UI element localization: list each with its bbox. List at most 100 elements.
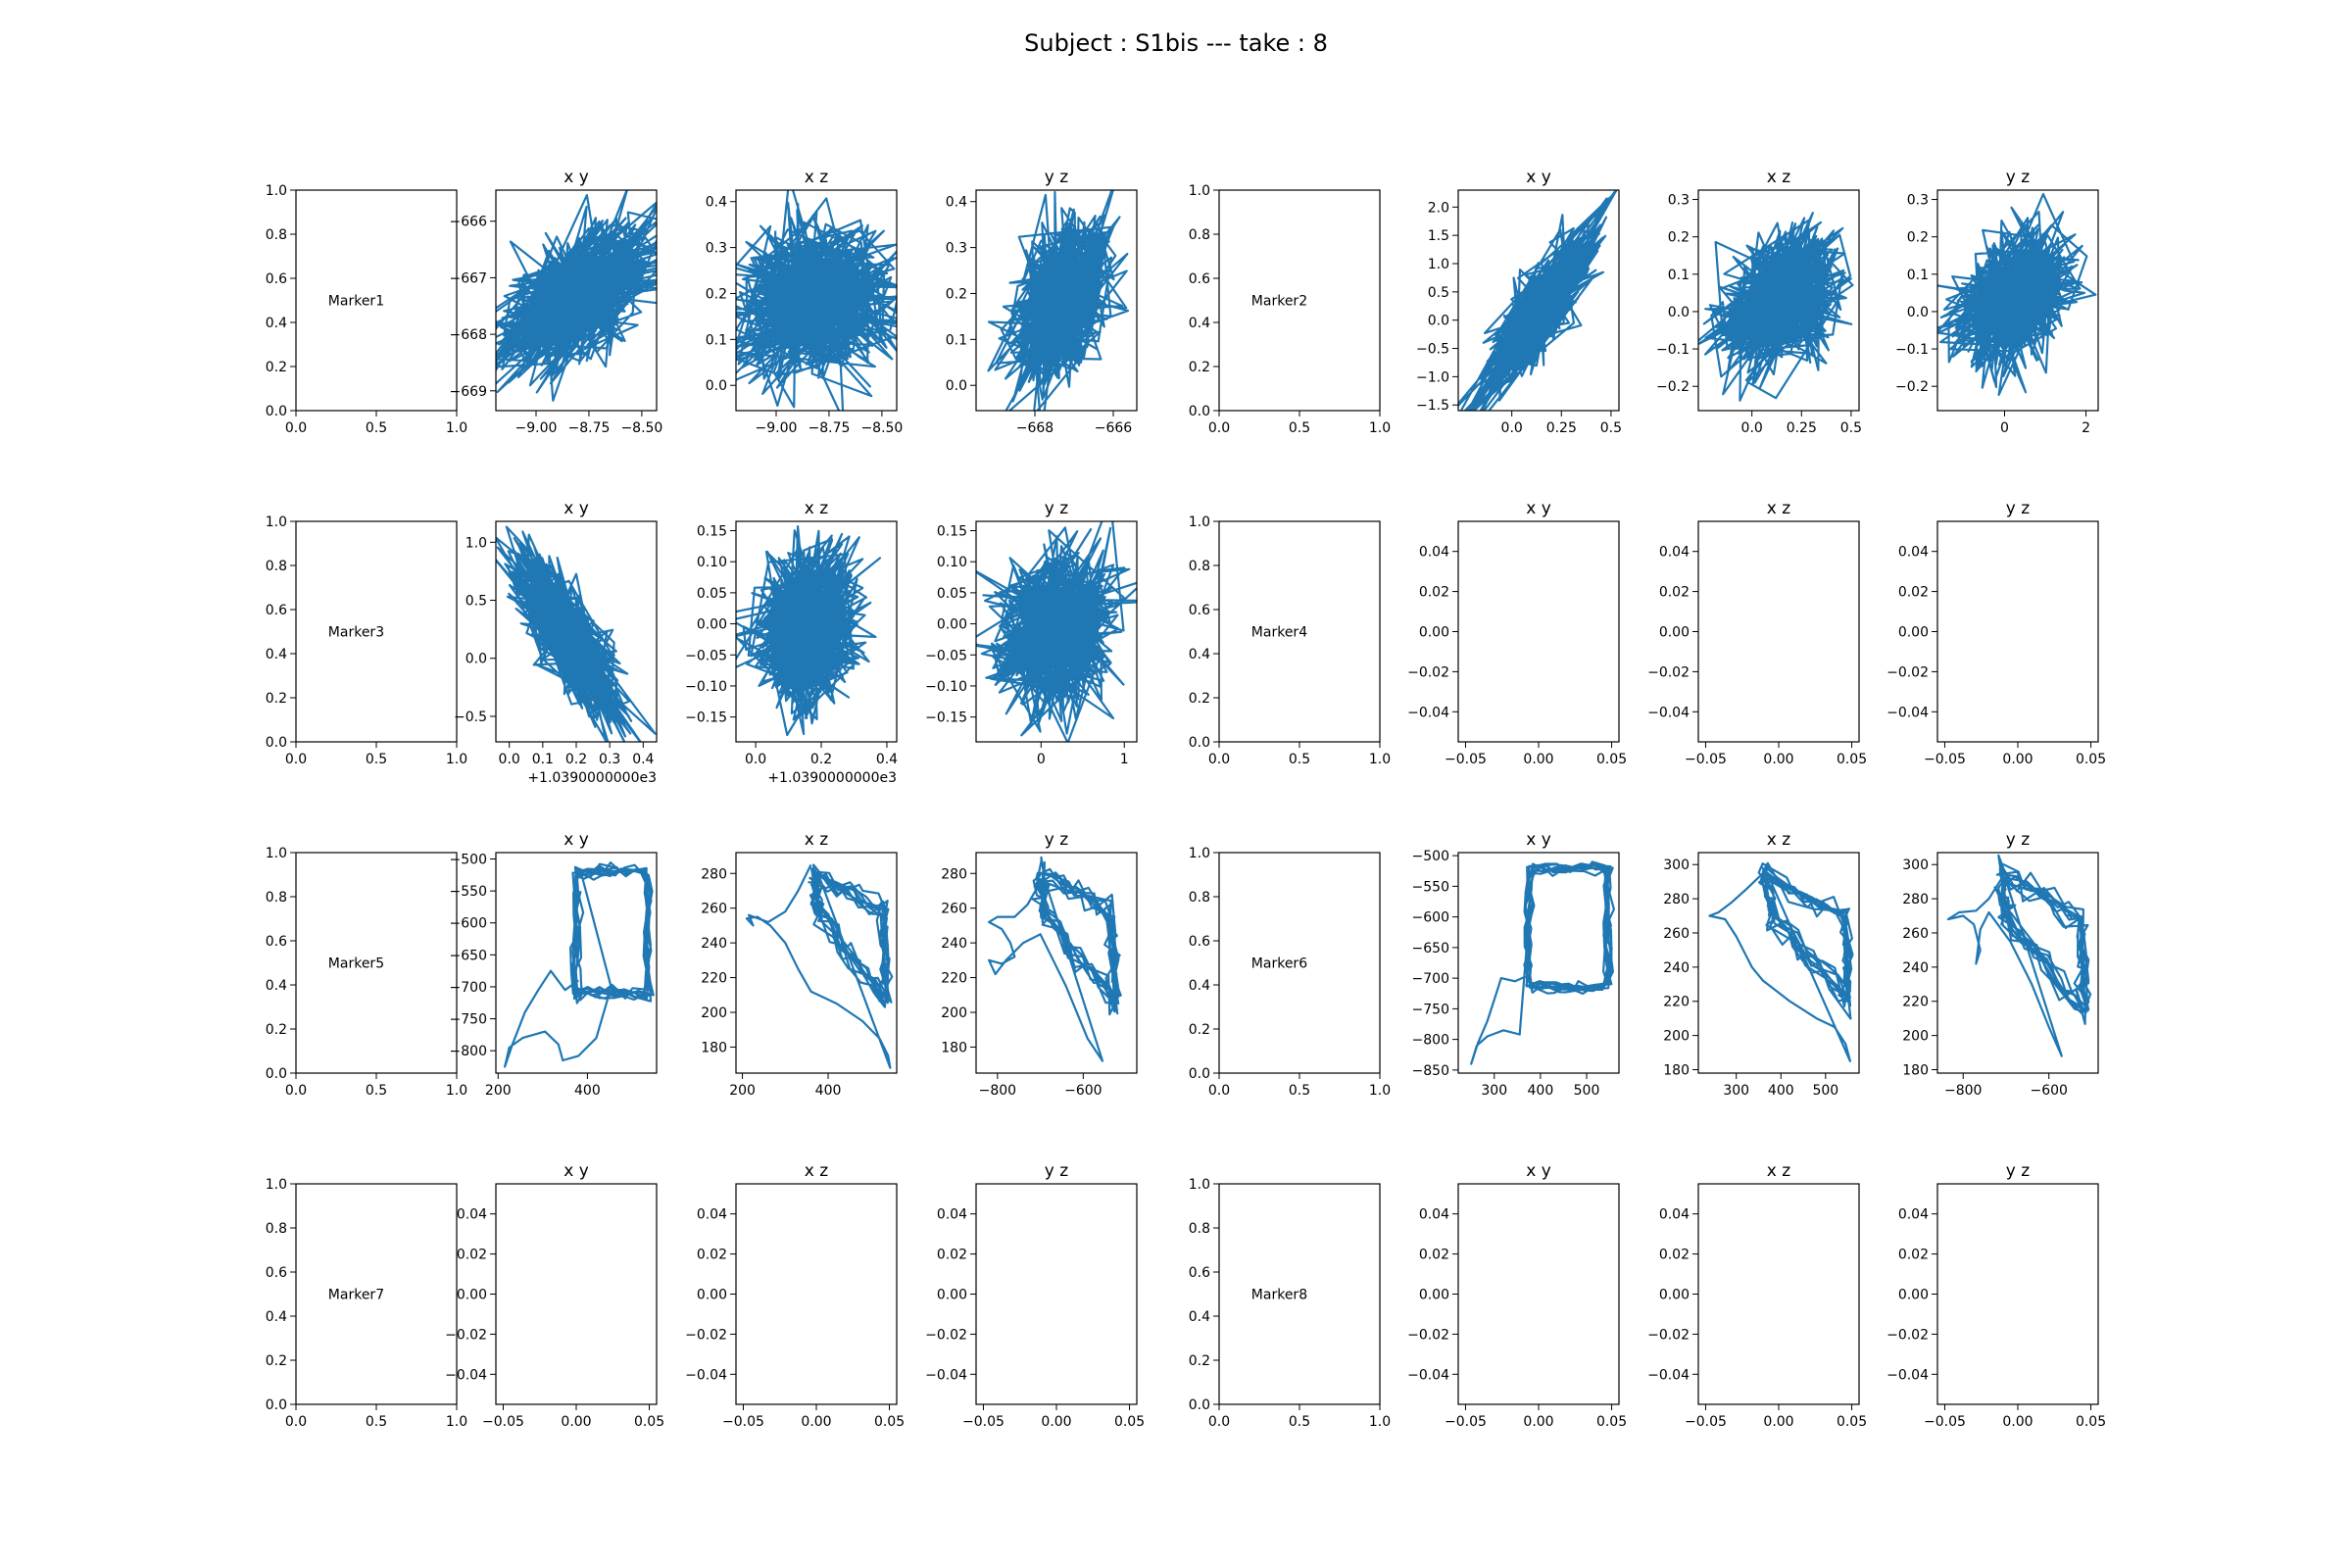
- subplot-title: x y: [564, 830, 589, 850]
- y-tick-label: 0.2: [1189, 691, 1210, 707]
- y-tick-label: 1.0: [1428, 257, 1449, 272]
- y-tick-label: −0.5: [1416, 342, 1449, 358]
- y-tick-label: 220: [941, 971, 967, 987]
- x-tick-label: 500: [1812, 1083, 1838, 1099]
- y-tick-label: 0.3: [1668, 193, 1690, 209]
- y-tick-label: 0.3: [1907, 193, 1929, 209]
- y-tick-label: 280: [701, 866, 727, 882]
- axes-frame: [1697, 189, 1860, 412]
- x-tick-label: 0.0: [1741, 420, 1763, 436]
- x-tick-label: 0.00: [1523, 752, 1553, 767]
- x-tick-label: 0.00: [2002, 1414, 2033, 1430]
- axes-frame: [975, 189, 1138, 412]
- subplot-1-4: 0.0 0.5 1.0 0.0 0.2 0.4 0.6 0.8 1.0 Marker4: [1189, 514, 1391, 767]
- y-tick-label: −1.5: [1416, 398, 1449, 414]
- y-tick-label: −600: [1412, 910, 1449, 926]
- y-tick-label: −0.15: [925, 710, 967, 726]
- y-tick-label: 0.05: [937, 586, 967, 602]
- y-tick-label: −0.04: [1647, 705, 1690, 720]
- y-tick-label: 240: [701, 936, 727, 952]
- y-tick-label: 0.02: [457, 1248, 487, 1263]
- y-tick-label: 1.5: [1428, 228, 1449, 244]
- y-tick-label: 0.02: [1419, 1248, 1449, 1263]
- axes-frame: [975, 852, 1138, 1074]
- x-tick-label: −0.05: [1685, 752, 1727, 767]
- y-tick-label: 0.4: [266, 1309, 287, 1325]
- y-tick-label: 240: [941, 936, 967, 952]
- y-tick-label: −0.10: [685, 679, 727, 695]
- y-tick-label: 0.10: [937, 555, 967, 570]
- subplot-0-3: −668 −666 0.0 0.1 0.2 0.3 0.4 y z: [946, 168, 1138, 436]
- y-tick-label: 0.3: [946, 241, 967, 257]
- x-tick-label: −9.00: [515, 420, 558, 436]
- x-tick-label: 0.5: [366, 1083, 387, 1099]
- y-tick-label: 0.0: [1189, 1066, 1210, 1082]
- x-tick-label: 0.05: [634, 1414, 664, 1430]
- x-tick-label: 0.0: [1208, 420, 1230, 436]
- y-tick-label: 1.0: [1189, 514, 1210, 530]
- y-tick-label: −0.05: [685, 648, 727, 663]
- y-tick-label: −0.05: [925, 648, 967, 663]
- x-tick-label: 1.0: [446, 752, 467, 767]
- y-tick-label: 0.6: [266, 1265, 287, 1281]
- y-tick-label: 0.8: [1189, 1221, 1210, 1237]
- y-tick-label: 1.0: [1189, 1177, 1210, 1193]
- y-tick-label: 260: [941, 902, 967, 917]
- y-tick-label: 1.0: [1189, 846, 1210, 861]
- subplot-0-6: 0.0 0.25 0.5 −0.2 −0.1 0.0 0.1 0.2 0.3 x z: [1656, 168, 1862, 436]
- y-tick-label: −0.04: [685, 1367, 727, 1383]
- x-tick-label: 400: [1528, 1083, 1554, 1099]
- subplot-title: x z: [1767, 168, 1790, 187]
- y-tick-label: 0.8: [266, 227, 287, 243]
- x-tick-label: 0.05: [1596, 752, 1627, 767]
- subplot-title: y z: [1045, 830, 1068, 850]
- axes-frame: [1936, 852, 2099, 1074]
- axes-frame: [735, 520, 898, 743]
- x-tick-label: 0.3: [599, 752, 620, 767]
- y-tick-label: 0.0: [1189, 404, 1210, 419]
- y-tick-label: −550: [1412, 879, 1449, 895]
- x-tick-label: 0.05: [2076, 1414, 2106, 1430]
- y-tick-label: 0.5: [466, 594, 487, 610]
- x-tick-label: −9.00: [756, 420, 798, 436]
- series-line: [736, 525, 882, 737]
- y-tick-label: −1.0: [1416, 369, 1449, 385]
- y-tick-label: −650: [450, 948, 487, 963]
- series-line: [1937, 192, 2097, 396]
- subplot-3-3: −0.05 0.00 0.05 −0.04 −0.02 0.00 0.02 0.04 y z: [925, 1161, 1145, 1430]
- y-tick-label: −668: [450, 327, 487, 343]
- y-tick-label: 0.1: [706, 332, 727, 348]
- x-tick-label: 0.2: [810, 752, 832, 767]
- x-tick-label: −8.75: [567, 420, 610, 436]
- y-tick-label: 0.8: [266, 559, 287, 574]
- y-tick-label: 0.1: [1668, 268, 1690, 283]
- y-tick-label: 0.2: [266, 1353, 287, 1369]
- series-line: [736, 190, 897, 411]
- subplot-3-4: 0.0 0.5 1.0 0.0 0.2 0.4 0.6 0.8 1.0 Marker8: [1189, 1177, 1391, 1430]
- y-tick-label: 0.6: [266, 934, 287, 950]
- x-tick-label: 0.5: [366, 752, 387, 767]
- subplot-3-2: −0.05 0.00 0.05 −0.04 −0.02 0.00 0.02 0.04 x z: [685, 1161, 905, 1430]
- y-tick-label: 0.8: [1189, 227, 1210, 243]
- axes-frame: [1936, 1183, 2099, 1405]
- subplot-title: x z: [805, 830, 828, 850]
- y-tick-label: 0.2: [1189, 360, 1210, 375]
- y-tick-label: 0.04: [1659, 545, 1690, 561]
- axes-frame: [1457, 852, 1620, 1074]
- y-tick-label: −600: [450, 916, 487, 932]
- subplot-0-0: 0.0 0.5 1.0 0.0 0.2 0.4 0.6 0.8 1.0 Marker1: [266, 183, 467, 436]
- y-tick-label: 260: [1902, 926, 1929, 942]
- subplot-3-1: −0.05 0.00 0.05 −0.04 −0.02 0.00 0.02 0.04 x y: [445, 1161, 664, 1430]
- y-tick-label: 300: [1902, 858, 1929, 873]
- y-tick-label: 0.04: [1659, 1207, 1690, 1223]
- x-tick-label: −600: [1064, 1083, 1102, 1099]
- y-tick-label: 0.04: [937, 1207, 967, 1223]
- subplot-title: y z: [2006, 499, 2030, 518]
- y-tick-label: −0.10: [925, 679, 967, 695]
- x-tick-label: 0.00: [561, 1414, 591, 1430]
- x-tick-label: 0.05: [1114, 1414, 1145, 1430]
- y-tick-label: 1.0: [266, 514, 287, 530]
- axes-frame: [1936, 520, 2099, 743]
- x-tick-label: 400: [574, 1083, 601, 1099]
- y-tick-label: 1.0: [466, 535, 487, 551]
